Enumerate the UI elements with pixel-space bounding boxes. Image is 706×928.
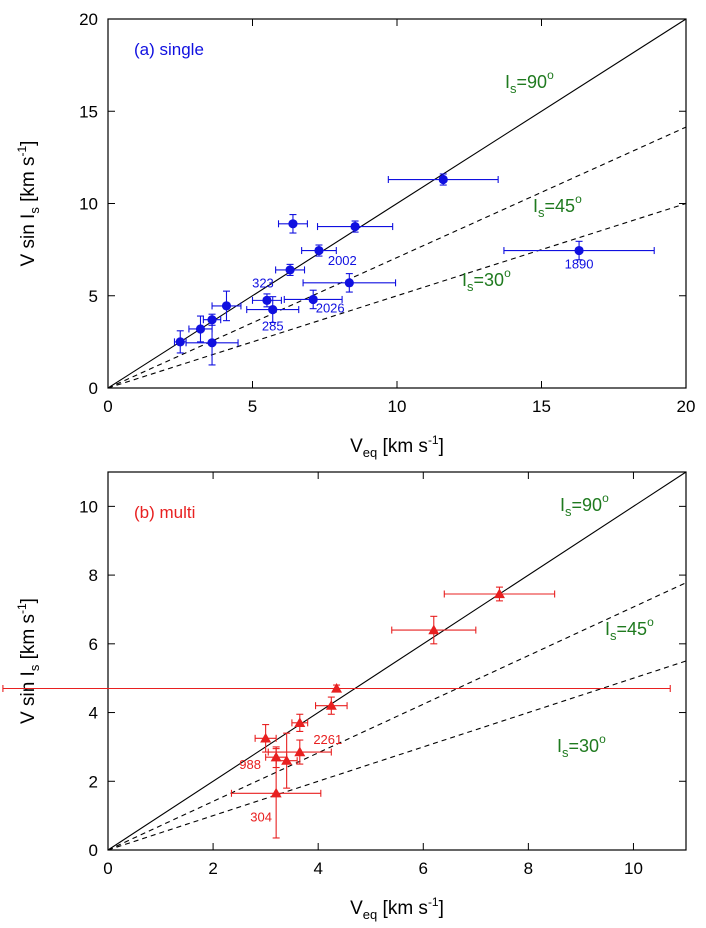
x-tick-label: 20: [677, 397, 696, 416]
circle-marker: [285, 265, 295, 275]
data-point: 323: [251, 275, 282, 308]
point-label: 988: [239, 757, 261, 772]
triangle-marker: [270, 787, 282, 798]
data-point: [2, 682, 671, 693]
reference-line-30: [107, 202, 687, 389]
data-point: [275, 732, 298, 789]
x-axis-label: Veq [km s-1]: [350, 895, 444, 922]
point-label: 2261: [313, 732, 342, 747]
circle-marker: [438, 174, 448, 185]
x-tick-label: 0: [103, 397, 112, 416]
point-label: 304: [250, 809, 272, 824]
y-tick-label: 10: [79, 195, 98, 214]
data-point: [443, 586, 556, 602]
inclination-label-30: Is=30o: [557, 732, 606, 760]
reference-line-45: [107, 582, 687, 851]
data-point: 1890: [503, 240, 655, 272]
circle-marker: [262, 295, 272, 305]
panel-label: (b) multi: [134, 503, 195, 522]
circle-marker: [175, 337, 185, 347]
circle-marker: [350, 221, 360, 232]
data-point: [316, 220, 394, 233]
y-tick-label: 0: [89, 379, 98, 398]
x-tick-label: 10: [388, 397, 407, 416]
data-point: [301, 244, 337, 257]
y-tick-label: 20: [79, 10, 98, 29]
data-point: 2002: [302, 253, 397, 293]
panel-label: (a) single: [134, 40, 204, 59]
circle-marker: [207, 315, 217, 325]
y-tick-label: 15: [79, 102, 98, 121]
data-point: [173, 330, 187, 354]
circle-marker: [268, 304, 278, 315]
data-point: [211, 290, 242, 322]
reference-line-45: [107, 126, 687, 389]
inclination-label-45: Is=45o: [533, 192, 582, 220]
data-point: [185, 320, 239, 366]
data-point: [315, 696, 348, 715]
data-point: [387, 173, 499, 186]
triangle-marker: [331, 682, 343, 693]
point-label: 323: [252, 275, 274, 290]
circle-marker: [207, 338, 217, 348]
panel-multi: 0 2 4 6 8 10 0 2 4 6 8 10 Veq [km s-1] V sin Is [km s…: [2, 471, 687, 922]
y-tick-label: 8: [89, 566, 98, 585]
x-tick-label: 0: [103, 859, 112, 878]
circle-marker: [288, 219, 298, 229]
point-label: 1890: [565, 257, 594, 272]
plot-frame: [107, 471, 687, 851]
circle-marker: [344, 278, 354, 288]
reference-line-90: [107, 18, 687, 389]
data-point: [291, 713, 309, 732]
triangle-marker: [428, 624, 440, 635]
data-point: [391, 615, 477, 645]
circle-marker: [308, 294, 318, 305]
circle-marker: [195, 324, 206, 334]
circle-marker: [221, 301, 232, 311]
y-tick-label: 4: [89, 704, 98, 723]
y-tick-label: 6: [89, 635, 98, 654]
triangle-marker: [493, 588, 505, 599]
data-point: 988: [239, 746, 288, 772]
triangle-marker: [294, 746, 306, 757]
data-point: 285: [246, 296, 300, 334]
y-tick-label: 5: [89, 287, 98, 306]
x-tick-label: 15: [532, 397, 551, 416]
triangle-marker: [281, 755, 293, 765]
x-tick-label: 6: [419, 859, 428, 878]
x-tick-label: 5: [248, 397, 257, 416]
data-point: 2026: [283, 289, 345, 315]
data-point: [254, 724, 277, 753]
triangle-marker: [260, 732, 272, 743]
inclination-label-90: Is=90o: [505, 68, 554, 96]
x-axis-label: Veq [km s-1]: [350, 433, 444, 460]
y-axis-label: V sin Is [km s-1]: [15, 141, 42, 267]
y-tick-label: 0: [89, 841, 98, 860]
data-point: [202, 313, 222, 326]
triangle-marker: [325, 700, 337, 710]
reference-line-90: [107, 471, 687, 851]
x-tick-label: 2: [208, 859, 217, 878]
point-label: 2026: [316, 300, 345, 315]
data-point: 2261: [267, 732, 342, 765]
x-tick-label: 4: [313, 859, 322, 878]
point-label: 285: [262, 319, 284, 334]
inclination-label-90: Is=90o: [560, 491, 609, 519]
circle-marker: [314, 245, 324, 256]
y-tick-label: 10: [79, 497, 98, 516]
data-point: [277, 214, 308, 234]
x-tick-label: 10: [624, 859, 643, 878]
inclination-label-45: Is=45o: [605, 615, 654, 643]
point-label: 2002: [328, 253, 357, 268]
inclination-label-30: Is=30o: [462, 266, 511, 294]
circle-marker: [574, 245, 584, 256]
y-axis-label: V sin Is [km s-1]: [15, 598, 42, 724]
triangle-marker: [294, 717, 306, 727]
panel-single: 0 5 10 15 20 0 5 10 15 20 Veq [km s-1] V sin Is [km…: [15, 10, 695, 460]
x-tick-label: 8: [524, 859, 533, 878]
reference-line-30: [107, 660, 687, 851]
y-tick-label: 2: [89, 772, 98, 791]
data-point: [275, 263, 306, 277]
